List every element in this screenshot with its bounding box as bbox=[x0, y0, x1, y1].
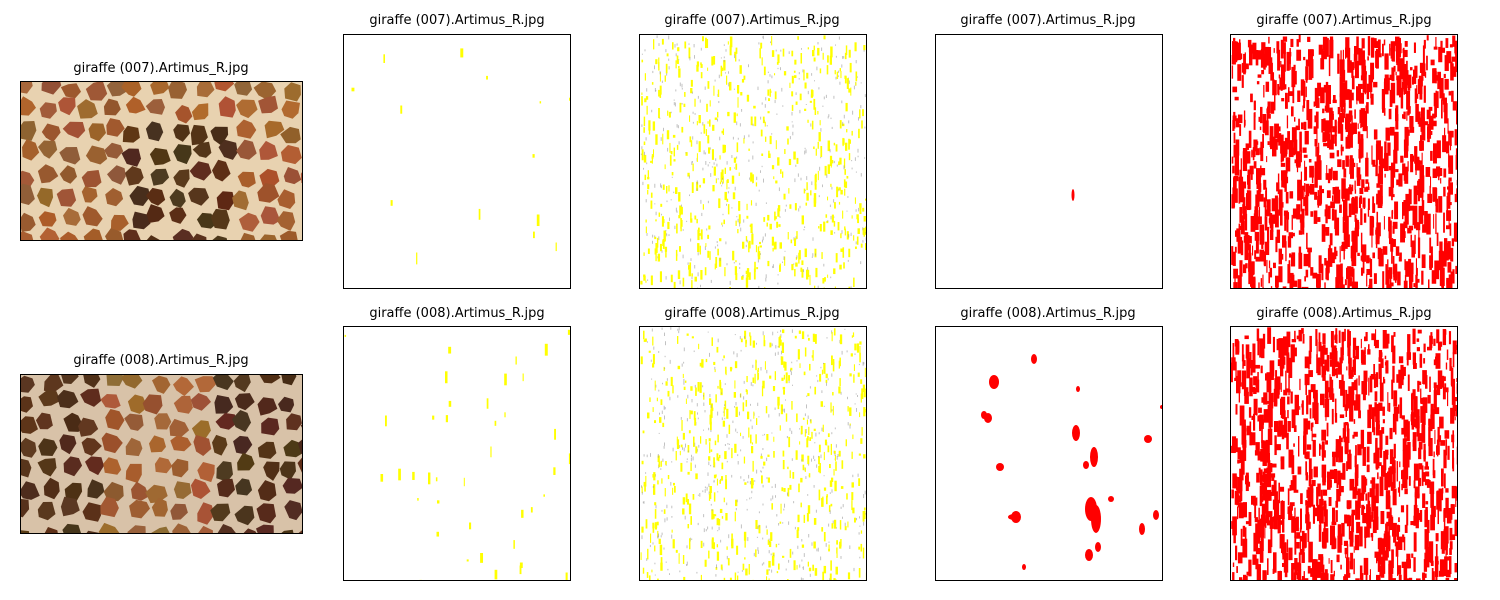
panel-image bbox=[21, 82, 302, 240]
giraffe-photo-008 bbox=[20, 374, 303, 534]
panel-image bbox=[21, 375, 302, 533]
mask-single-red-007 bbox=[935, 34, 1163, 289]
panel-image bbox=[1071, 189, 1075, 201]
panel-image bbox=[344, 329, 570, 580]
panel-title-r2-c5: giraffe (008).Artimus_R.jpg bbox=[1256, 306, 1432, 321]
panel-image bbox=[1231, 35, 1457, 288]
mask-sparse-yellow-008 bbox=[343, 326, 571, 581]
panel-image bbox=[1231, 327, 1457, 580]
mask-blob-red-008 bbox=[935, 326, 1163, 581]
panel-title-r1-c4: giraffe (007).Artimus_R.jpg bbox=[960, 13, 1136, 28]
panel-image bbox=[351, 48, 570, 265]
panel-image bbox=[640, 327, 866, 580]
mask-dense-yellow-008 bbox=[639, 326, 867, 581]
mask-sparse-yellow-007 bbox=[343, 34, 571, 289]
panel-title-r2-c3: giraffe (008).Artimus_R.jpg bbox=[664, 306, 840, 321]
panel-title-r1-c3: giraffe (007).Artimus_R.jpg bbox=[664, 13, 840, 28]
panel-title-r2-c1: giraffe (008).Artimus_R.jpg bbox=[73, 353, 249, 368]
panel-title-r1-c2: giraffe (007).Artimus_R.jpg bbox=[369, 13, 545, 28]
mask-dense-yellow-007 bbox=[639, 34, 867, 289]
mask-dense-red-008 bbox=[1230, 326, 1458, 581]
panel-title-r1-c5: giraffe (007).Artimus_R.jpg bbox=[1256, 13, 1432, 28]
panel-title-r1-c1: giraffe (007).Artimus_R.jpg bbox=[73, 61, 249, 76]
panel-image bbox=[981, 354, 1162, 570]
panel-image bbox=[640, 35, 866, 288]
panel-title-r2-c2: giraffe (008).Artimus_R.jpg bbox=[369, 306, 545, 321]
panel-title-r2-c4: giraffe (008).Artimus_R.jpg bbox=[960, 306, 1136, 321]
mask-dense-red-007 bbox=[1230, 34, 1458, 289]
giraffe-photo-007 bbox=[20, 81, 303, 241]
